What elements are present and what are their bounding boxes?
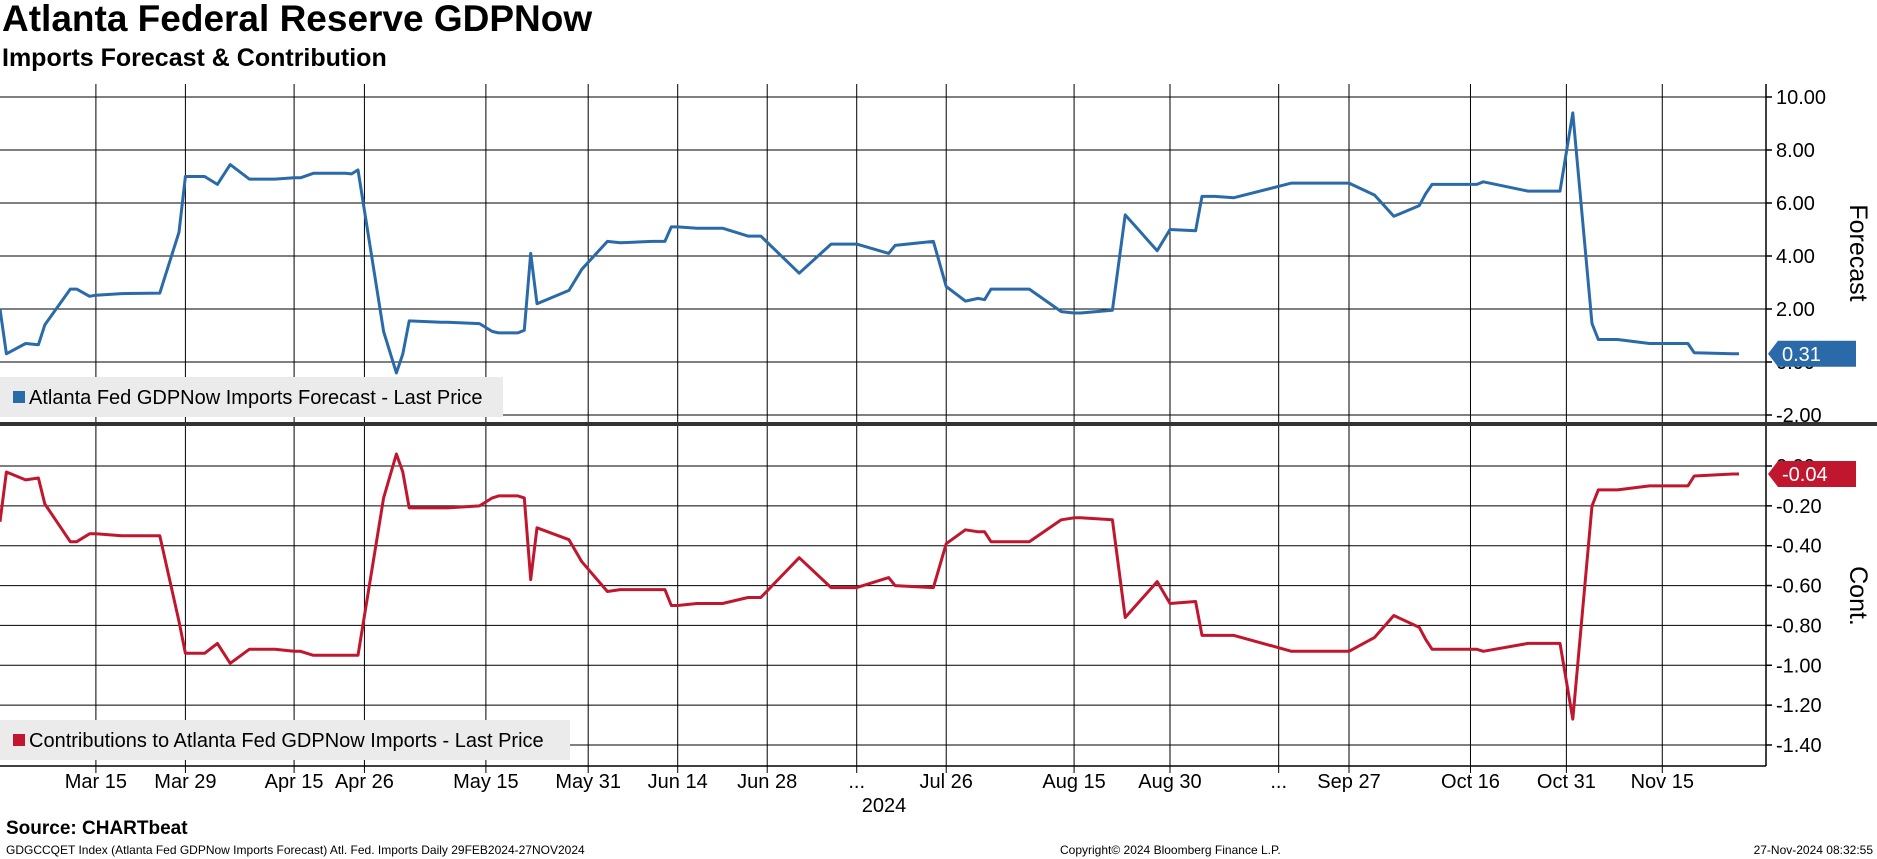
last-value-tag: [1768, 460, 1856, 487]
legend-label: Atlanta Fed GDPNow Imports Forecast - La…: [29, 387, 483, 409]
y-tick-label: 8.00: [1776, 140, 1815, 162]
x-axis-year-label: 2024: [862, 795, 907, 817]
y-tick-label: -1.40: [1776, 735, 1822, 757]
legend-swatch: [13, 734, 25, 746]
x-tick-label: Aug 15: [1042, 771, 1105, 793]
y-tick-label: -0.40: [1776, 536, 1822, 558]
axis-layer: 10.008.006.004.002.000.00-2.000.31Atlant…: [0, 84, 1877, 817]
legend-box: [0, 377, 503, 417]
footer-timestamp: 27-Nov-2024 08:32:55: [1753, 843, 1873, 857]
x-tick-label: ...: [848, 771, 865, 793]
panel-separator: [0, 422, 1877, 426]
x-tick-label: Aug 30: [1138, 771, 1201, 793]
series-line: [0, 452, 1739, 721]
x-tick-label: Oct 16: [1441, 771, 1500, 793]
footer-index-description: GDGCCQET Index (Atlanta Fed GDPNow Impor…: [6, 843, 585, 857]
y-tick-label: 6.00: [1776, 193, 1815, 215]
chart-subtitle: Imports Forecast & Contribution: [2, 44, 387, 72]
x-tick-label: Jun 14: [648, 771, 708, 793]
y-tick-label: 2.00: [1776, 299, 1815, 321]
last-value-label: -0.04: [1782, 464, 1828, 486]
legend-swatch: [13, 391, 25, 403]
last-value-tag: [1768, 340, 1856, 367]
x-tick-label: Nov 15: [1631, 771, 1694, 793]
series-line: [0, 111, 1739, 375]
legend-label: Contributions to Atlanta Fed GDPNow Impo…: [29, 730, 544, 752]
x-tick-label: Oct 31: [1537, 771, 1596, 793]
last-value-label: 0.31: [1782, 344, 1821, 366]
x-tick-label: Jul 26: [920, 771, 973, 793]
series-layer: [0, 111, 1739, 721]
y-tick-label: -0.20: [1776, 496, 1822, 518]
x-tick-label: Sep 27: [1317, 771, 1380, 793]
y-tick-label: -1.00: [1776, 655, 1822, 677]
chart-title: Atlanta Federal Reserve GDPNow: [2, 0, 593, 39]
x-tick-label: ...: [1270, 771, 1287, 793]
source-note: Source: CHARTbeat: [6, 818, 188, 839]
y-axis-title: Forecast: [1844, 204, 1872, 301]
x-tick-label: Apr 15: [265, 771, 324, 793]
y-tick-label: -0.60: [1776, 576, 1822, 598]
y-axis-title: Cont.: [1844, 566, 1872, 626]
y-tick-label: 10.00: [1776, 87, 1826, 109]
x-tick-label: Mar 29: [154, 771, 216, 793]
x-tick-label: Apr 26: [335, 771, 394, 793]
y-tick-label: -1.20: [1776, 695, 1822, 717]
x-tick-label: May 15: [453, 771, 519, 793]
y-tick-label: -0.80: [1776, 615, 1822, 637]
y-tick-label: 4.00: [1776, 246, 1815, 268]
grid-layer: [0, 84, 1766, 766]
x-tick-label: Mar 15: [65, 771, 127, 793]
x-tick-label: May 31: [555, 771, 621, 793]
legend-box: [0, 720, 570, 760]
footer-copyright: Copyright© 2024 Bloomberg Finance L.P.: [1060, 843, 1281, 857]
y-tick-label: -2.00: [1776, 405, 1822, 427]
x-tick-label: Jun 28: [737, 771, 797, 793]
